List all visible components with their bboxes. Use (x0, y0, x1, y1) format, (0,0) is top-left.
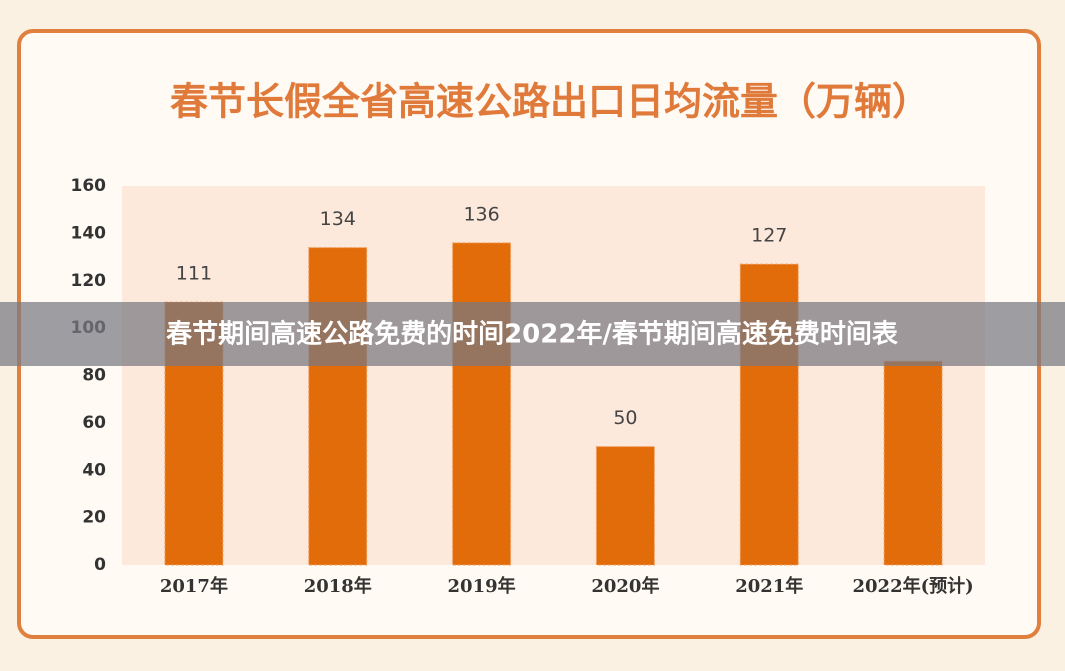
bar (452, 242, 512, 566)
value-label: 134 (320, 208, 356, 230)
value-label: 50 (613, 407, 637, 429)
x-tick-label: 2021年 (735, 575, 803, 597)
chart-title: 春节长假全省高速公路出口日均流量（万辆） (170, 79, 930, 124)
y-tick-label: 0 (94, 555, 106, 575)
value-label: 127 (751, 225, 787, 247)
y-tick-label: 80 (82, 366, 106, 386)
y-tick-label: 20 (82, 508, 106, 528)
y-tick-label: 140 (71, 223, 107, 243)
y-tick-label: 160 (71, 176, 107, 196)
plot-area (122, 186, 985, 565)
value-label: 111 (176, 263, 212, 285)
y-tick-label: 40 (82, 460, 106, 480)
x-tick-label: 2020年 (591, 575, 659, 597)
banner-background (0, 302, 1065, 366)
bar (595, 446, 655, 566)
x-tick-label: 2022年(预计) (853, 575, 974, 597)
banner-text: 春节期间高速公路免费的时间2022年/春节期间高速免费时间表 (166, 319, 899, 350)
bar (883, 360, 943, 566)
x-tick-label: 2019年 (448, 575, 516, 597)
y-tick-label: 120 (71, 271, 107, 291)
x-tick-label: 2017年 (160, 575, 228, 597)
y-tick-label: 60 (82, 413, 106, 433)
value-label: 136 (463, 203, 499, 225)
x-tick-label: 2018年 (304, 575, 372, 597)
bar (308, 247, 368, 566)
